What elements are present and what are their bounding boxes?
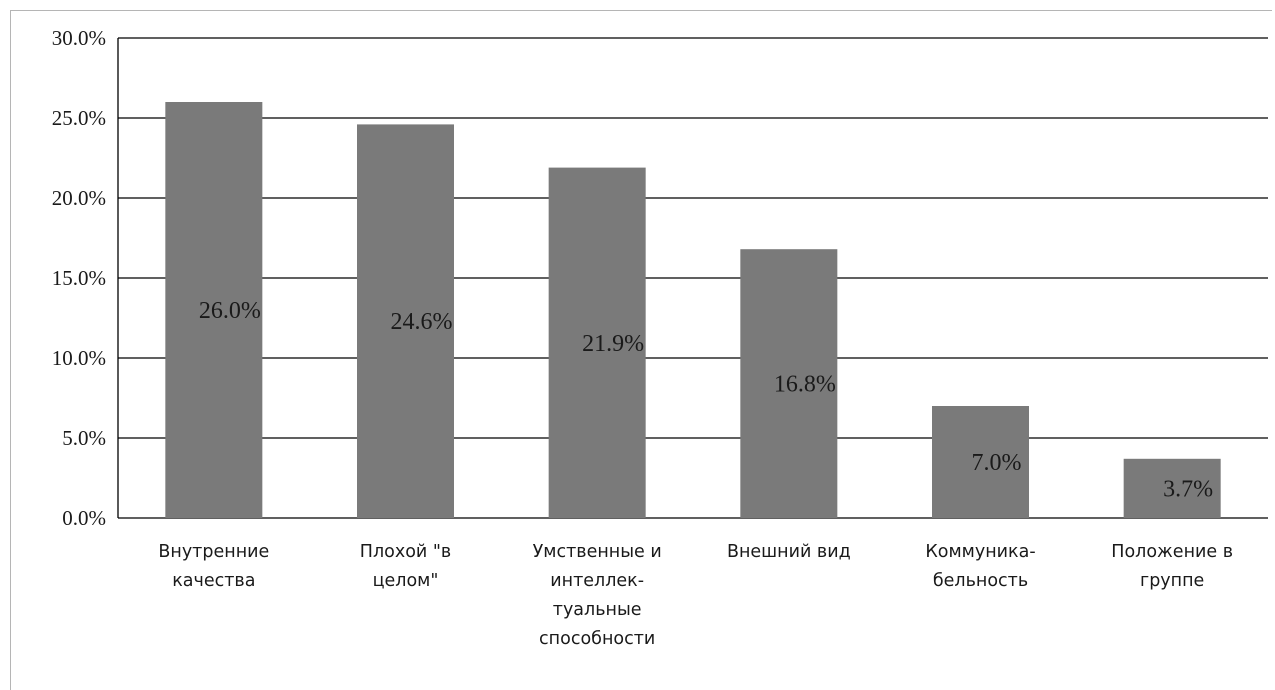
x-axis: Внутренние качества Плохой "в целом" Умствен… — [158, 542, 1233, 649]
chart-frame — [10, 10, 1272, 690]
y-tick-label: 30.0% — [52, 26, 106, 50]
data-label: 26.0% — [199, 298, 261, 324]
bar — [740, 249, 838, 518]
bar — [932, 406, 1029, 518]
bars — [165, 102, 1221, 519]
data-label: 24.6% — [391, 309, 453, 335]
data-label: 7.0% — [972, 450, 1022, 476]
data-labels: 26.0% 24.6% 21.9% 16.8% 7.0% 3.7% — [199, 298, 1213, 502]
x-category-label: способности — [539, 629, 655, 649]
bar — [548, 167, 646, 518]
x-category-label: Положение в — [1111, 542, 1233, 562]
y-tick-label: 15.0% — [52, 266, 106, 290]
y-tick-label: 25.0% — [52, 106, 106, 130]
x-category-label: группе — [1140, 571, 1204, 591]
x-category-label: Коммуника- — [925, 542, 1035, 562]
y-tick-label: 20.0% — [52, 186, 106, 210]
gridlines — [118, 37, 1268, 519]
bar — [165, 102, 263, 518]
y-axis: 0.0% 5.0% 10.0% 15.0% 20.0% 25.0% 30.0% — [52, 26, 119, 530]
x-category-label: качества — [172, 571, 255, 591]
x-category-label: Плохой "в — [360, 542, 451, 562]
bar — [1123, 458, 1221, 518]
x-category-label: интеллек- — [550, 571, 644, 591]
x-category-label: бельность — [933, 571, 1028, 591]
x-category-label: Умственные и — [533, 542, 662, 562]
data-label: 16.8% — [774, 372, 836, 398]
x-category-label: целом" — [373, 571, 439, 591]
x-category-label: Внешний вид — [727, 542, 851, 562]
bar — [357, 124, 454, 519]
data-label: 21.9% — [582, 331, 644, 357]
y-tick-label: 5.0% — [62, 426, 106, 450]
x-category-label: туальные — [553, 600, 642, 620]
x-category-label: Внутренние — [158, 542, 269, 562]
y-tick-label: 10.0% — [52, 346, 106, 370]
data-label: 3.7% — [1163, 476, 1213, 502]
y-tick-label: 0.0% — [62, 506, 106, 530]
